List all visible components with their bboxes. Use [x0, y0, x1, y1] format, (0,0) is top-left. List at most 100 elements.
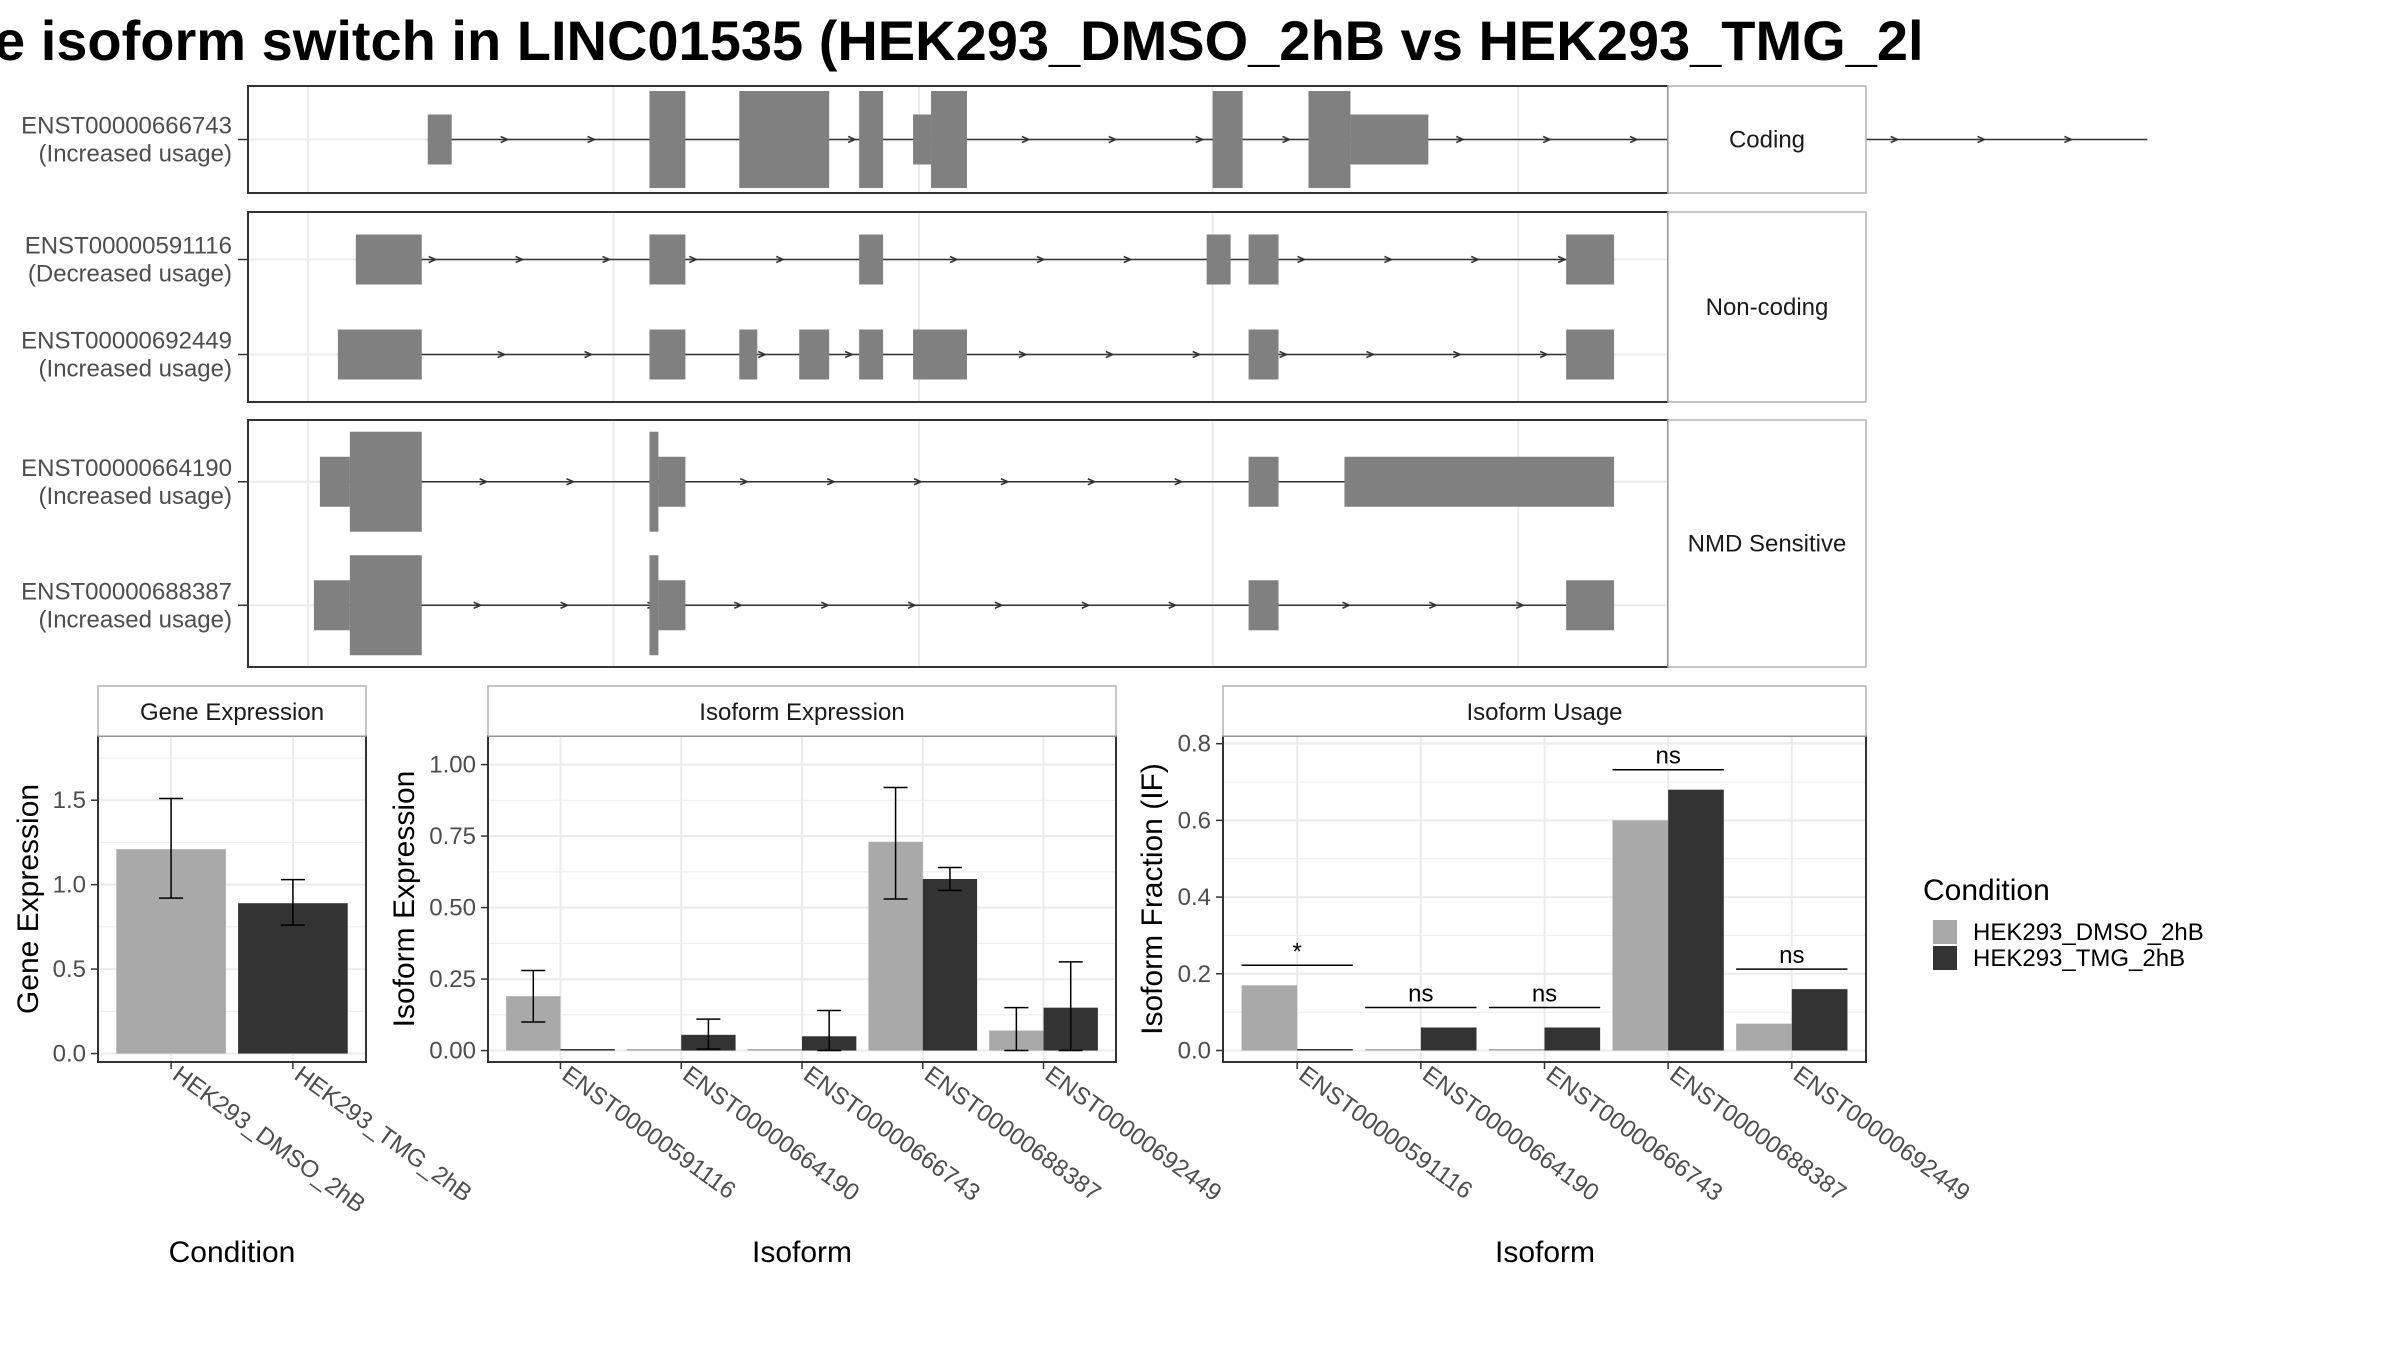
- direction-arrow: [602, 255, 612, 264]
- panel-strip: [1222, 685, 1867, 737]
- bar-dmso-2: [1488, 1048, 1545, 1051]
- coding-exon: [349, 555, 422, 656]
- x-axis-title: Isoform: [1495, 1236, 1595, 1269]
- y-tick-label: 1.5: [53, 787, 86, 814]
- direction-arrow: [1108, 135, 1118, 144]
- direction-arrow: [913, 478, 923, 486]
- legend-title: Condition: [1923, 874, 2050, 907]
- direction-arrow: [844, 350, 855, 359]
- bar-tmg-4: [1791, 989, 1848, 1051]
- panel-strip: [97, 685, 367, 737]
- y-axis-title: Gene Expression: [12, 784, 45, 1014]
- direction-arrow: [775, 255, 786, 264]
- y-tick-label: 0.0: [1178, 1037, 1211, 1064]
- y-tick-label: 0.5: [53, 956, 86, 983]
- significance-label: ns: [1408, 980, 1433, 1007]
- coding-exon: [349, 431, 422, 532]
- direction-arrow: [1123, 255, 1133, 264]
- bar-dmso-1: [626, 1049, 682, 1051]
- bar-dmso-3: [1612, 820, 1669, 1051]
- direction-arrow: [1515, 601, 1526, 609]
- direction-arrow: [1105, 350, 1115, 359]
- direction-arrow: [1455, 135, 1466, 144]
- direction-arrow: [1192, 350, 1202, 359]
- y-tick-label: 0.0: [53, 1041, 86, 1068]
- panel-strip-label: Isoform Expression: [699, 699, 904, 726]
- noncoding-exon: [649, 329, 686, 380]
- transcript-id-label: ENST00000692449: [21, 328, 232, 355]
- x-axis-title: Condition: [169, 1236, 296, 1269]
- direction-arrow: [740, 478, 750, 486]
- facet-strip-label: Non-coding: [1706, 294, 1829, 321]
- direction-arrow: [1018, 350, 1028, 359]
- direction-arrow: [734, 601, 744, 609]
- direction-arrow: [847, 135, 858, 144]
- direction-arrow: [757, 350, 768, 359]
- noncoding-exon: [313, 580, 350, 631]
- transcript-usage-label: (Increased usage): [39, 356, 232, 383]
- direction-arrow: [1000, 478, 1010, 486]
- panel-strip-label: Gene Expression: [140, 699, 324, 726]
- direction-arrow: [566, 478, 576, 486]
- noncoding-exon: [1566, 234, 1615, 285]
- noncoding-exon: [859, 234, 884, 285]
- noncoding-exon: [1248, 329, 1279, 380]
- x-tick-label: HEK293_DMSO_2hB: [168, 1061, 371, 1219]
- noncoding-exon: [1566, 580, 1615, 631]
- y-tick-label: 1.00: [429, 752, 476, 779]
- direction-arrow: [1081, 601, 1091, 609]
- bar-tmg-3: [922, 878, 978, 1051]
- bar-dmso-1: [1365, 1048, 1421, 1051]
- coding-exon: [931, 91, 967, 188]
- bar-dmso-0: [1241, 985, 1298, 1051]
- direction-arrow: [1542, 135, 1553, 144]
- y-tick-label: 0.6: [1178, 807, 1211, 834]
- direction-arrow: [1366, 350, 1376, 359]
- y-axis-title: Isoform Fraction (IF): [1136, 763, 1169, 1035]
- noncoding-exon: [355, 234, 422, 285]
- direction-arrow: [1087, 478, 1097, 486]
- bar-tmg-1: [1420, 1027, 1477, 1051]
- noncoding-exon: [1350, 114, 1429, 165]
- legend-swatch-1: [1933, 946, 1957, 970]
- transcript-id-label: ENST00000688387: [21, 578, 232, 605]
- y-tick-label: 0.2: [1178, 961, 1211, 988]
- direction-arrow: [2064, 135, 2074, 144]
- bar-tmg-2: [1544, 1027, 1601, 1051]
- transcript-usage-label: (Increased usage): [39, 483, 232, 510]
- noncoding-exon: [1248, 580, 1279, 631]
- noncoding-exon: [1566, 329, 1615, 380]
- noncoding-exon: [337, 329, 422, 380]
- direction-arrow: [1539, 350, 1550, 359]
- bar-tmg-0: [1297, 1048, 1353, 1051]
- direction-arrow: [994, 601, 1004, 609]
- coding-exon: [1308, 91, 1351, 188]
- direction-arrow: [1342, 601, 1352, 609]
- direction-arrow: [689, 255, 699, 264]
- y-tick-label: 0.25: [429, 966, 476, 993]
- y-tick-label: 0.4: [1178, 884, 1211, 911]
- direction-arrow: [1557, 255, 1568, 264]
- bar-dmso-2: [747, 1049, 802, 1051]
- direction-arrow: [1282, 135, 1292, 144]
- noncoding-exon: [739, 329, 758, 380]
- direction-arrow: [1195, 135, 1205, 144]
- direction-arrow: [826, 478, 837, 486]
- direction-arrow: [584, 350, 594, 359]
- y-axis-title: Isoform Expression: [388, 771, 421, 1028]
- bar-chart-panels: 0.00.51.01.5HEK293_DMSO_2hBHEK293_TMG_2h…: [12, 685, 1975, 1269]
- y-tick-label: 0.8: [1178, 731, 1211, 758]
- coding-exon: [649, 431, 659, 532]
- noncoding-exon: [799, 329, 830, 380]
- coding-exon: [739, 91, 830, 188]
- panel-strip-label: Isoform Usage: [1466, 699, 1622, 726]
- direction-arrow: [560, 601, 570, 609]
- panel-strip: [487, 685, 1117, 737]
- y-tick-label: 0.75: [429, 823, 476, 850]
- transcript-usage-label: (Increased usage): [39, 606, 232, 633]
- y-tick-label: 0.50: [429, 895, 476, 922]
- direction-arrow: [473, 601, 483, 609]
- gene-structure-panels: ENST00000666743(Increased usage)CodingEN…: [21, 85, 2148, 668]
- noncoding-exon: [1248, 456, 1279, 507]
